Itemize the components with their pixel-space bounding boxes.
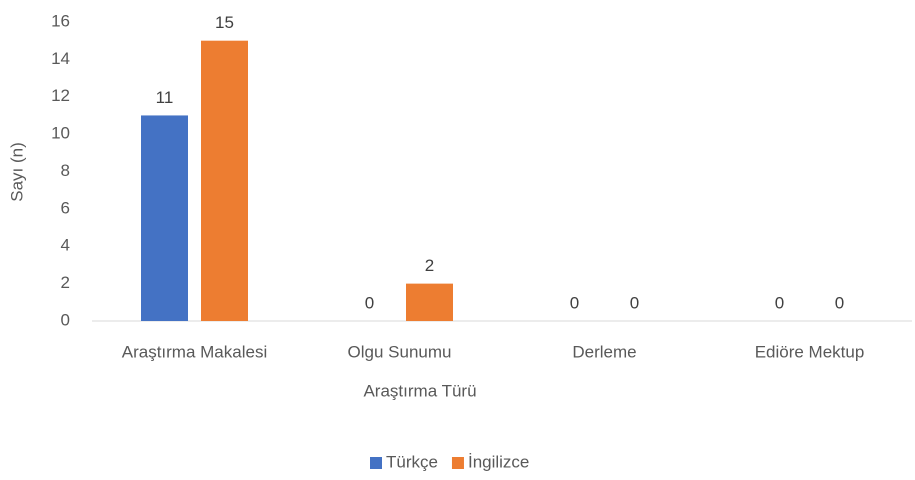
bar (141, 115, 188, 321)
y-tick-label: 8 (61, 161, 70, 180)
x-tick-label: Olgu Sunumu (348, 342, 452, 361)
x-tick-label: Ediöre Mektup (755, 342, 865, 361)
data-label: 0 (365, 293, 374, 312)
y-tick-label: 14 (51, 49, 70, 68)
y-tick-label: 2 (61, 273, 70, 292)
x-tick-label: Araştırma Makalesi (122, 342, 267, 361)
data-label: 11 (156, 88, 174, 107)
y-tick-label: 0 (61, 310, 70, 329)
bar (406, 283, 453, 321)
y-tick-label: 16 (51, 11, 70, 30)
y-tick-label: 4 (61, 236, 70, 255)
data-label: 0 (775, 293, 784, 312)
y-tick-label: 6 (61, 198, 70, 217)
legend-swatch (370, 457, 382, 469)
legend-label: İngilizce (468, 452, 529, 471)
data-label: 0 (630, 293, 639, 312)
y-tick-label: 10 (51, 124, 70, 143)
legend-swatch (451, 457, 464, 469)
x-axis-label: Araştırma Türü (363, 381, 476, 400)
data-label: 15 (215, 13, 234, 32)
x-tick-label: Derleme (572, 342, 636, 361)
data-label: 0 (570, 293, 579, 312)
y-axis-label: Sayı (n) (7, 142, 26, 202)
data-label: 0 (835, 293, 844, 312)
data-label: 2 (425, 256, 434, 275)
y-tick-label: 12 (51, 86, 70, 105)
legend-label: Türkçe (386, 452, 438, 471)
bar (201, 40, 248, 321)
